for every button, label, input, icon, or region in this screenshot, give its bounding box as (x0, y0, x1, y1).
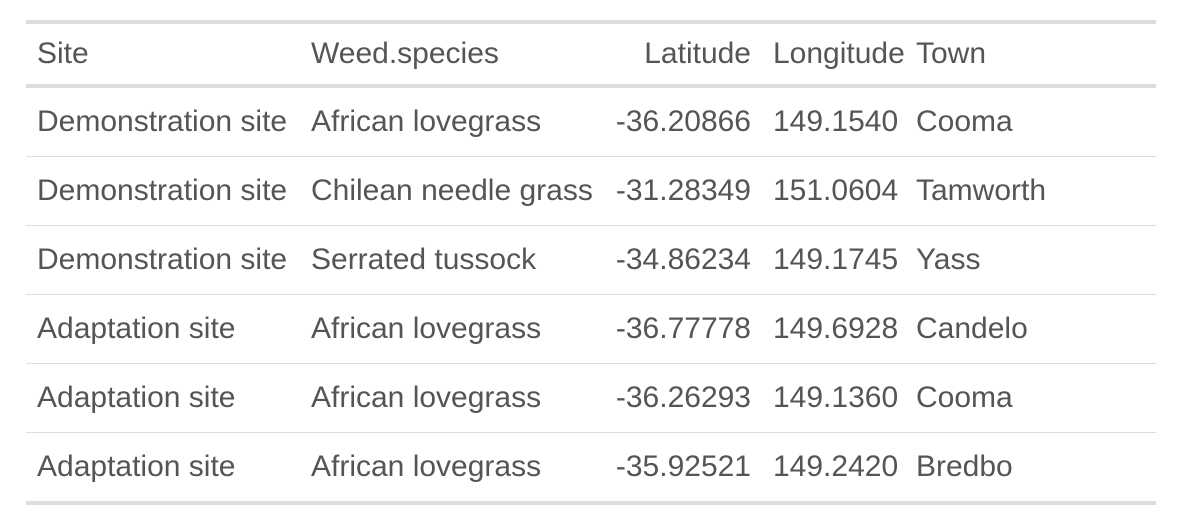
cell-site: Adaptation site (37, 381, 236, 414)
cell-weed-species: African lovegrass (311, 381, 542, 414)
cell-longitude: 149.1745 (773, 243, 899, 276)
cell-longitude: 149.1360 (773, 381, 899, 414)
cell-site: Adaptation site (37, 312, 236, 345)
column-header-latitude: Latitude (644, 37, 751, 70)
cell-site: Demonstration site (37, 105, 288, 138)
cell-weed-species: Chilean needle grass (311, 174, 593, 207)
cell-town: Cooma (916, 105, 1013, 138)
cell-town: Cooma (916, 381, 1013, 414)
table-row: Adaptation site African lovegrass -36.77… (26, 295, 1156, 364)
column-header-town: Town (916, 37, 987, 70)
cell-town: Candelo (916, 312, 1028, 345)
table-row: Demonstration site Serrated tussock -34.… (26, 226, 1156, 295)
cell-town: Bredbo (916, 450, 1013, 483)
cell-weed-species: African lovegrass (311, 105, 542, 138)
cell-latitude: -36.77778 (615, 312, 751, 345)
cell-town: Yass (916, 243, 981, 276)
cell-latitude: -31.28349 (615, 174, 751, 207)
data-table-container: Site Weed.species Latitude Longitude Tow… (26, 20, 1156, 505)
cell-longitude: 149.1540 (773, 105, 899, 138)
table-header: Site Weed.species Latitude Longitude Tow… (26, 22, 1156, 86)
cell-latitude: -36.20866 (615, 105, 751, 138)
column-header-site: Site (37, 37, 89, 70)
table-body: Demonstration site African lovegrass -36… (26, 86, 1156, 503)
cell-weed-species: African lovegrass (311, 450, 542, 483)
column-header-longitude: Longitude (773, 37, 905, 70)
cell-latitude: -36.26293 (615, 381, 751, 414)
cell-longitude: 151.0604 (773, 174, 899, 207)
cell-latitude: -35.92521 (615, 450, 751, 483)
cell-town: Tamworth (916, 174, 1047, 207)
header-row: Site Weed.species Latitude Longitude Tow… (26, 22, 1156, 86)
cell-longitude: 149.6928 (773, 312, 899, 345)
cell-latitude: -34.86234 (615, 243, 751, 276)
table-row: Demonstration site African lovegrass -36… (26, 86, 1156, 157)
cell-site: Demonstration site (37, 243, 288, 276)
table-row: Adaptation site African lovegrass -35.92… (26, 433, 1156, 503)
column-header-weed-species: Weed.species (311, 37, 499, 70)
table-row: Demonstration site Chilean needle grass … (26, 157, 1156, 226)
cell-site: Adaptation site (37, 450, 236, 483)
cell-longitude: 149.2420 (773, 450, 899, 483)
weed-sites-table: Site Weed.species Latitude Longitude Tow… (26, 20, 1156, 505)
cell-weed-species: African lovegrass (311, 312, 542, 345)
cell-weed-species: Serrated tussock (311, 243, 537, 276)
cell-site: Demonstration site (37, 174, 288, 207)
table-row: Adaptation site African lovegrass -36.26… (26, 364, 1156, 433)
